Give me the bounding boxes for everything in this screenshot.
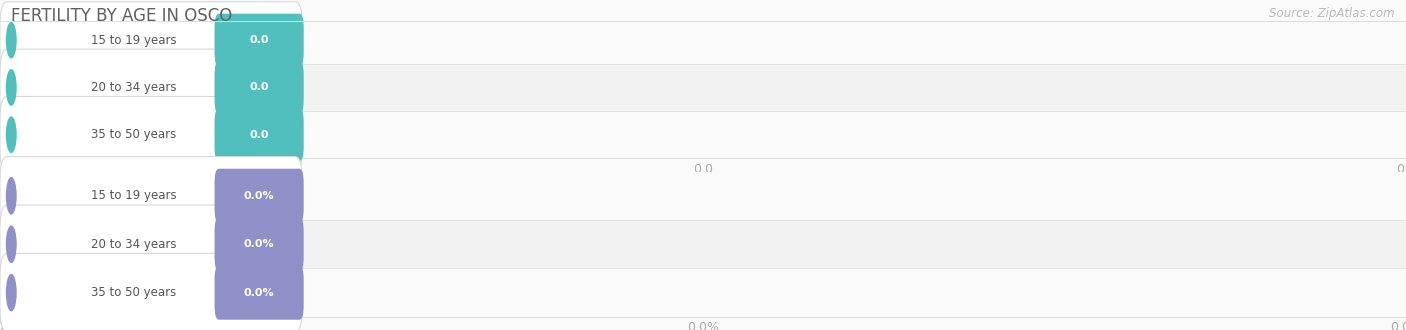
Bar xyxy=(0,220,1406,268)
Text: 0.0: 0.0 xyxy=(249,35,269,45)
Text: 0.0%: 0.0% xyxy=(243,191,274,201)
Text: 0.0: 0.0 xyxy=(249,130,269,140)
Bar xyxy=(0,16,1406,64)
Bar xyxy=(0,111,1406,158)
FancyBboxPatch shape xyxy=(215,108,304,161)
FancyBboxPatch shape xyxy=(0,49,302,126)
FancyBboxPatch shape xyxy=(0,253,302,330)
Text: 15 to 19 years: 15 to 19 years xyxy=(91,34,177,47)
Text: 0.0%: 0.0% xyxy=(243,239,274,249)
FancyBboxPatch shape xyxy=(215,217,304,271)
FancyBboxPatch shape xyxy=(0,96,302,173)
Circle shape xyxy=(6,116,17,153)
Text: 0.0%: 0.0% xyxy=(243,288,274,298)
Text: 0.0: 0.0 xyxy=(249,82,269,92)
FancyBboxPatch shape xyxy=(215,61,304,114)
Text: 35 to 50 years: 35 to 50 years xyxy=(91,128,177,141)
FancyBboxPatch shape xyxy=(0,2,302,79)
Text: 35 to 50 years: 35 to 50 years xyxy=(91,286,177,299)
Text: 20 to 34 years: 20 to 34 years xyxy=(91,238,177,251)
Circle shape xyxy=(6,274,17,312)
Text: 20 to 34 years: 20 to 34 years xyxy=(91,81,177,94)
Circle shape xyxy=(6,177,17,215)
Bar xyxy=(0,172,1406,220)
Circle shape xyxy=(6,22,17,59)
FancyBboxPatch shape xyxy=(0,205,302,283)
Circle shape xyxy=(6,225,17,263)
Circle shape xyxy=(6,69,17,106)
Bar xyxy=(0,268,1406,317)
Text: FERTILITY BY AGE IN OSCO: FERTILITY BY AGE IN OSCO xyxy=(11,7,232,25)
FancyBboxPatch shape xyxy=(0,157,302,235)
Text: 15 to 19 years: 15 to 19 years xyxy=(91,189,177,202)
FancyBboxPatch shape xyxy=(215,169,304,223)
Bar xyxy=(0,64,1406,111)
FancyBboxPatch shape xyxy=(215,14,304,67)
Text: Source: ZipAtlas.com: Source: ZipAtlas.com xyxy=(1270,7,1395,19)
FancyBboxPatch shape xyxy=(215,266,304,320)
